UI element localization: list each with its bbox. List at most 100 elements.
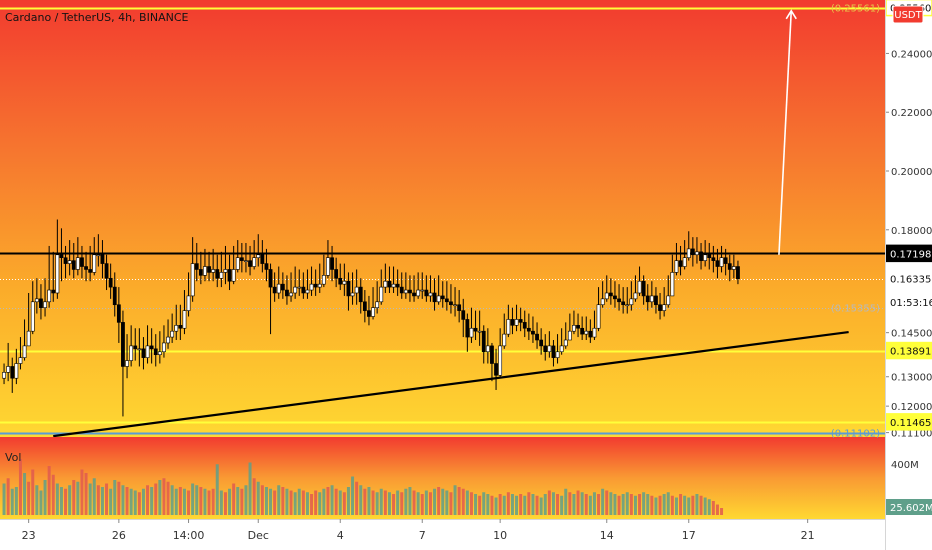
volume-bar <box>383 490 387 515</box>
volume-bar <box>613 494 617 515</box>
candle-body <box>211 269 216 273</box>
candle-body <box>539 339 544 347</box>
candle-body <box>219 272 224 279</box>
volume-bar <box>100 487 104 515</box>
volume-bar <box>297 488 301 515</box>
candle-body <box>600 298 605 306</box>
volume-bar <box>642 492 646 515</box>
candle-body <box>244 260 248 262</box>
candle-body <box>2 372 6 379</box>
volume-bar <box>543 494 547 515</box>
currency-badge[interactable]: USDT <box>892 5 924 24</box>
candle-body <box>572 325 576 332</box>
candle-body <box>580 327 585 335</box>
volume-bar <box>219 490 223 515</box>
volume-bar <box>76 481 80 515</box>
candle-body <box>104 263 109 279</box>
volume-bar <box>187 490 191 515</box>
volume-bar <box>601 488 605 515</box>
volume-pane[interactable]: Vol <box>0 437 885 519</box>
volume-bar <box>691 495 695 515</box>
candle-body <box>707 254 712 259</box>
volume-bar <box>47 466 51 515</box>
volume-bar <box>170 485 174 515</box>
candle-body <box>358 286 363 303</box>
volume-bar <box>293 492 297 515</box>
volume-bar <box>408 487 412 515</box>
candle-body <box>289 292 293 297</box>
candle-body <box>203 266 207 276</box>
volume-bar <box>547 490 551 515</box>
time-tick-label: 10 <box>493 529 507 542</box>
candle-body <box>30 301 35 332</box>
candle-body <box>326 257 330 276</box>
volume-bar <box>474 494 478 515</box>
candle-body <box>276 283 281 294</box>
candle-body <box>264 263 269 270</box>
candle-body <box>473 327 478 332</box>
candle-body <box>166 336 170 344</box>
volume-bar <box>43 480 47 515</box>
volume-bar <box>498 494 502 515</box>
candle-body <box>403 289 408 294</box>
candle-body <box>285 289 289 297</box>
candle-body <box>346 280 351 297</box>
volume-bar <box>703 497 707 515</box>
candle-body <box>84 266 88 270</box>
candle-body <box>162 342 166 353</box>
candle-body <box>408 289 412 294</box>
candle-body <box>494 363 498 376</box>
projection-arrow-shaft <box>778 10 793 255</box>
currency-badge-label: USDT <box>894 10 922 21</box>
candle-body <box>235 257 240 270</box>
candle-body <box>63 257 68 264</box>
volume-bar <box>490 495 494 515</box>
candle-body <box>596 304 601 329</box>
volume-bar <box>109 488 113 515</box>
candle-body <box>526 327 531 332</box>
candle-body <box>559 345 564 353</box>
candle-body <box>371 307 375 317</box>
candle-body <box>190 263 195 297</box>
volume-bar <box>638 494 642 515</box>
projection-arrow-head <box>785 9 797 20</box>
volume-bar <box>150 487 154 515</box>
candle-body <box>223 269 228 273</box>
volume-bar <box>252 478 256 515</box>
candle-body <box>731 266 736 270</box>
candle-body <box>576 325 580 329</box>
candle-body <box>239 257 244 261</box>
candle-body <box>387 280 392 288</box>
candle-body <box>112 286 117 306</box>
chart-title: Cardano / TetherUS, 4h, BINANCE <box>5 11 189 24</box>
volume-bar <box>674 497 678 515</box>
volume-bar <box>51 474 55 515</box>
candle-body <box>59 254 64 259</box>
candle-body <box>96 254 101 257</box>
candle-body <box>563 339 568 347</box>
volume-bar <box>68 485 72 515</box>
volume-bar <box>146 485 150 515</box>
volume-bar <box>556 494 560 515</box>
volume-bar <box>510 494 514 515</box>
time-ticks: 23 26 14:00 Dec 4 7 10 14 17 21 <box>22 519 815 542</box>
volume-bar <box>338 490 342 515</box>
volume-bar <box>305 492 309 515</box>
volume-bar <box>182 488 186 515</box>
volume-bar <box>248 462 252 515</box>
candle-body <box>80 257 84 267</box>
candle-body <box>461 310 466 320</box>
candle-body <box>613 295 617 300</box>
volume-label: Vol <box>5 451 21 464</box>
volume-bar <box>392 494 396 515</box>
volume-bar <box>478 495 482 515</box>
volume-bar <box>14 487 18 515</box>
main-pane[interactable] <box>0 0 885 438</box>
volume-bar <box>154 483 158 515</box>
price-axis[interactable]: 0.240000.220000.200000.180000.171500.145… <box>831 0 932 519</box>
candle-body <box>256 254 261 259</box>
price-badge: 01:53:16 <box>885 293 932 311</box>
volume-bar <box>211 488 215 515</box>
